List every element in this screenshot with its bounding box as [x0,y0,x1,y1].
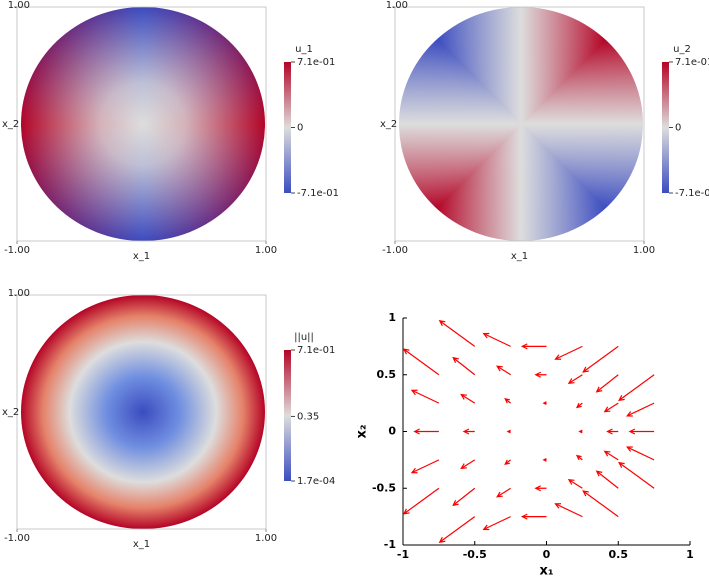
x-tick-label: 0.5 [609,548,629,561]
colorbar-tick-label: 7.1e-01 [675,57,709,68]
arrow [496,487,511,498]
colorbar-tick-label: 7.1e-01 [297,57,335,68]
x-tick-label: 0 [543,548,551,561]
colorbar [284,350,291,481]
x-tick-label: 1.00 [255,533,277,544]
arrow [496,365,511,376]
y-tick-label: 1.00 [8,288,30,299]
x-tick-label: -1.00 [382,245,408,256]
arrow [534,371,547,378]
x-tick-label: 1 [686,548,694,561]
arrow [438,516,476,543]
y-axis-label: x_2 [2,407,19,418]
arrow [542,401,547,405]
x-tick-label: -1.00 [4,533,30,544]
axes-frame [16,294,267,530]
arrow [582,345,619,373]
colorbar [662,62,669,193]
y-tick-label: 0.5 [377,368,397,381]
arrow [452,356,476,376]
y-axis-label: x_2 [2,119,19,130]
arrow [452,487,476,507]
arrow [554,503,583,518]
x-tick-label: -1.00 [4,245,30,256]
arrow [520,513,547,520]
y-tick-label: 1.00 [8,0,30,11]
y-axis-label: x_2 [380,119,397,130]
axes-frame [16,6,267,242]
arrow [542,458,547,462]
colorbar-tick-label: -7.1e-01 [297,188,339,199]
arrow [462,428,475,435]
arrow [402,348,440,376]
arrow [520,343,547,350]
y-tick-label: 1 [388,311,396,324]
y-tick-label: -1 [384,538,396,551]
arrow [567,374,583,384]
arrow [567,479,583,489]
y-tick-label: 0 [388,425,396,438]
arrow [618,374,655,402]
arrow [626,402,655,417]
field-disc [21,7,265,241]
y-axis-label: x₂ [355,424,370,438]
arrow [504,398,511,404]
arrow [410,459,440,474]
x-axis-label: x_1 [133,251,150,262]
colorbar-tick-label: 0 [297,123,303,134]
arrow [582,490,619,518]
arrow [595,470,619,489]
arrow [595,374,619,393]
quiver-plot: -1 -0.5 0 0.5 1 -1 -0.5 0 0.5 1 x₁ x₂ [355,311,694,578]
x-axis-label: x_1 [511,251,528,262]
colorbar-title: u_2 [673,44,691,55]
arrow [410,389,440,404]
arrow [438,320,476,347]
arrow [413,428,439,435]
colorbar-tick-label: -7.1e-01 [675,188,709,199]
colorbar-tick-label: 0.35 [297,411,319,422]
arrow [482,516,511,531]
x-axis-label: x_1 [133,539,150,550]
arrow [618,461,655,489]
colorbar-tick-label: 0 [675,123,681,134]
arrow [603,450,619,461]
colorbar [284,62,291,193]
arrow [482,332,511,347]
arrow [460,393,476,404]
arrow [578,429,583,434]
arrow [460,459,476,470]
colorbar-tick-label: 7.1e-01 [297,345,335,356]
x-tick-label: 1.00 [255,245,277,256]
y-tick-label: 1.00 [386,0,408,11]
x-tick-label: -0.5 [463,548,487,561]
field-disc [21,295,265,529]
arrow [504,459,511,465]
arrow [402,487,440,515]
axes-frame [394,6,645,242]
field-disc [399,7,643,241]
arrow [628,428,655,435]
x-tick-label: -1 [397,548,409,561]
arrow [506,429,511,434]
colorbar-tick-label: 1.7e-04 [297,476,335,487]
y-tick-label: -0.5 [372,481,396,494]
colorbar-title: u_1 [295,44,313,55]
arrow [626,446,655,461]
arrow [575,454,583,461]
arrow [534,485,547,492]
colorbar-title: ||u|| [294,332,314,343]
arrow [554,345,583,360]
x-axis-label: x₁ [539,564,553,578]
arrow [575,402,583,409]
x-tick-label: 1.00 [633,245,655,256]
arrow [603,402,619,413]
arrow [606,428,619,435]
